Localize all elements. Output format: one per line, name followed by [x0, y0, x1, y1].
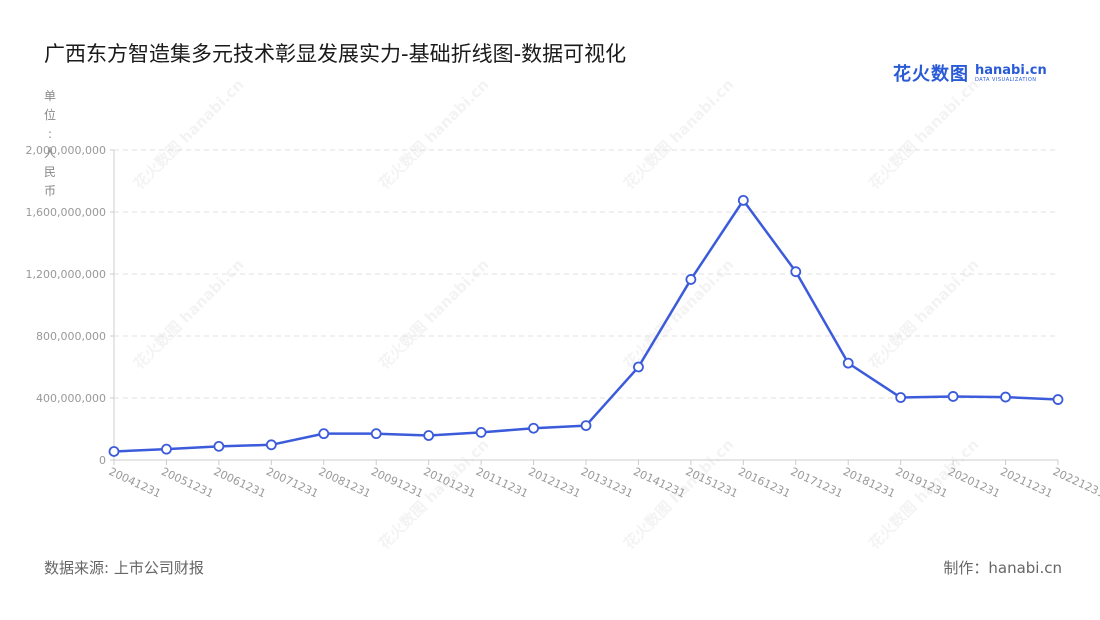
y-axis-unit-char: 民	[44, 165, 56, 179]
y-axis-unit-char: 人	[44, 146, 56, 160]
data-point	[895, 392, 907, 403]
x-tick-label: 20131231	[579, 465, 635, 500]
y-axis-unit-char: 位	[44, 107, 56, 122]
x-tick-label: 20211231	[998, 465, 1054, 500]
data-point	[475, 427, 487, 438]
y-tick-label: 1,600,000,000	[26, 206, 106, 219]
watermark-text: 花火数图 hanabi.cn	[130, 75, 247, 192]
x-axis: 2004123120051231200612312007123120081231…	[107, 460, 1100, 500]
brand-logo: 花火数图 hanabi.cn DATA VISUALIZATION	[893, 60, 1047, 86]
x-tick-label: 20111231	[474, 465, 530, 500]
watermark-text: 花火数图 hanabi.cn	[865, 75, 982, 192]
data-point	[213, 440, 225, 452]
data-point	[947, 391, 959, 402]
logo-en-block: hanabi.cn DATA VISUALIZATION	[975, 64, 1047, 83]
x-tick-label: 20201231	[946, 465, 1002, 500]
data-point	[161, 443, 172, 455]
data-point	[790, 266, 802, 278]
x-tick-label: 20071231	[264, 465, 320, 500]
y-tick-label: 2,000,000,000	[26, 144, 106, 157]
data-source: 数据来源: 上市公司财报	[44, 559, 204, 577]
x-tick-label: 20081231	[317, 465, 373, 500]
logo-en-subtext: DATA VISUALIZATION	[975, 76, 1037, 83]
data-point	[265, 439, 277, 451]
x-tick-label: 20041231	[107, 465, 163, 500]
y-axis-unit-char: 币	[44, 184, 56, 198]
data-point	[842, 357, 854, 369]
x-tick-label: 20091231	[369, 465, 425, 500]
x-tick-label: 20051231	[159, 465, 215, 500]
watermark-text: 花火数图 hanabi.cn	[130, 255, 247, 372]
x-tick-label: 20121231	[526, 465, 582, 500]
watermark-text: 花火数图 hanabi.cn	[375, 75, 492, 192]
watermark-text: 花火数图 hanabi.cn	[620, 75, 737, 192]
y-tick-label: 1,200,000,000	[26, 268, 106, 281]
y-tick-label: 800,000,000	[36, 330, 106, 343]
y-axis-unit-label: 单位: 人民币	[44, 89, 56, 198]
data-point	[1052, 394, 1064, 405]
y-tick-label: 0	[99, 454, 106, 467]
grid-layer	[114, 149, 1058, 461]
watermark-text: 花火数图 hanabi.cn	[375, 255, 492, 372]
data-point	[318, 428, 330, 440]
logo-cn-text: 花火数图	[893, 64, 969, 85]
data-point	[423, 430, 435, 441]
x-tick-label: 20221231	[1051, 465, 1100, 500]
data-point	[633, 361, 644, 373]
data-point	[580, 420, 592, 431]
data-point	[685, 274, 697, 285]
x-tick-label: 20171231	[789, 465, 845, 500]
data-point	[737, 194, 749, 206]
y-axis-unit-char: :	[48, 127, 52, 141]
y-axis-unit-char: 单	[44, 89, 56, 103]
y-tick-label: 400,000,000	[36, 392, 106, 405]
x-tick-label: 20161231	[736, 465, 792, 500]
watermark-text: 花火数图 hanabi.cn	[865, 255, 982, 372]
data-point	[1000, 391, 1011, 403]
chart-title: 广西东方智造集多元技术彰显发展实力-基础折线图-数据可视化	[44, 42, 627, 66]
x-tick-label: 20181231	[841, 465, 897, 500]
series-points	[108, 194, 1064, 457]
logo-en-text: hanabi.cn	[975, 62, 1047, 78]
maker-credit: 制作：hanabi.cn	[943, 559, 1062, 577]
y-axis: 0 400,000,000 800,000,000 1,200,000,000 1,60…	[26, 144, 115, 467]
data-point	[108, 446, 120, 457]
watermark-text: 花火数图 hanabi.cn	[620, 255, 737, 372]
x-tick-label: 20061231	[212, 465, 268, 500]
data-point	[528, 422, 539, 434]
data-point	[370, 428, 382, 440]
